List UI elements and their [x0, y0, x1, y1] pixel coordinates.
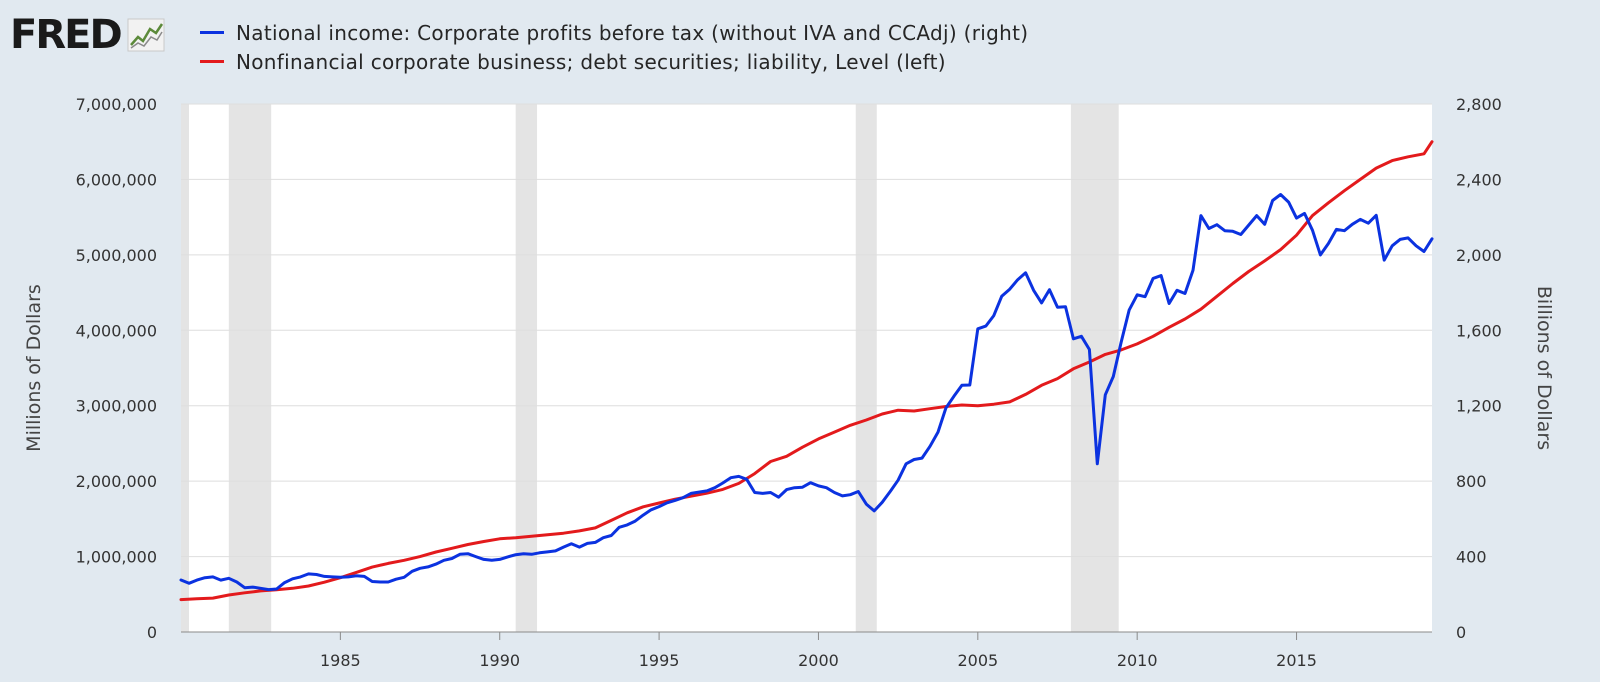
- x-tick-label: 1990: [479, 651, 520, 670]
- left-axis-title: Millions of Dollars: [23, 284, 45, 452]
- chart-header: FRED National income: Corporate profits …: [0, 0, 1600, 90]
- legend-swatch-debt-securities: [200, 60, 224, 63]
- series-lines: [179, 140, 1434, 602]
- legend-item-debt-securities[interactable]: Nonfinancial corporate business; debt se…: [200, 47, 1028, 76]
- right-tick-label: 2,400: [1456, 170, 1502, 189]
- right-axis-ticks: 0 400 800 1,200 1,600 2,000 2,400 2,800: [1456, 95, 1502, 642]
- left-tick-label: 2,000,000: [76, 472, 157, 491]
- fred-logo-text: FRED: [10, 12, 123, 58]
- right-tick-label: 1,200: [1456, 397, 1502, 416]
- x-tick-label: 2010: [1117, 651, 1158, 670]
- x-tick-label: 1985: [320, 651, 361, 670]
- x-tick-label: 2015: [1276, 651, 1317, 670]
- left-tick-label: 6,000,000: [76, 170, 157, 189]
- legend-label-corporate-profits: National income: Corporate profits befor…: [236, 20, 1029, 45]
- recession-band-3: [855, 104, 877, 632]
- right-tick-label: 400: [1456, 548, 1487, 567]
- right-tick-label: 2,000: [1456, 246, 1502, 265]
- left-tick-label: 0: [147, 623, 157, 642]
- right-axis-title: Billions of Dollars: [1533, 286, 1555, 450]
- x-axis-ticks: 1985 1990 1995 2000 2005 2010 2015: [320, 632, 1317, 670]
- series-line-debt-securities[interactable]: [179, 140, 1434, 602]
- recession-band-0: [181, 104, 189, 632]
- right-tick-label: 1,600: [1456, 321, 1502, 340]
- plot-background: [181, 104, 1432, 632]
- x-tick-label: 1995: [639, 651, 680, 670]
- legend-item-corporate-profits[interactable]: National income: Corporate profits befor…: [200, 18, 1028, 47]
- left-tick-label: 5,000,000: [76, 246, 157, 265]
- left-tick-label: 7,000,000: [76, 95, 157, 114]
- recession-band-1: [228, 104, 272, 632]
- chart-legend: National income: Corporate profits befor…: [200, 18, 1028, 76]
- line-chart-icon: [127, 18, 165, 52]
- left-tick-label: 3,000,000: [76, 397, 157, 416]
- right-tick-label: 2,800: [1456, 95, 1502, 114]
- left-axis-ticks: 0 1,000,000 2,000,000 3,000,000 4,000,000 5,0…: [76, 95, 157, 642]
- legend-label-debt-securities: Nonfinancial corporate business; debt se…: [236, 49, 946, 74]
- x-tick-label: 2005: [957, 651, 998, 670]
- x-tick-label: 2000: [798, 651, 839, 670]
- recession-band-2: [515, 104, 538, 632]
- fred-logo[interactable]: FRED: [10, 10, 165, 60]
- gridlines: [181, 103, 1432, 633]
- left-tick-label: 1,000,000: [76, 548, 157, 567]
- series-line-corporate-profits[interactable]: [179, 193, 1434, 592]
- right-tick-label: 800: [1456, 472, 1487, 491]
- right-tick-label: 0: [1456, 623, 1466, 642]
- left-tick-label: 4,000,000: [76, 321, 157, 340]
- legend-swatch-corporate-profits: [200, 31, 224, 34]
